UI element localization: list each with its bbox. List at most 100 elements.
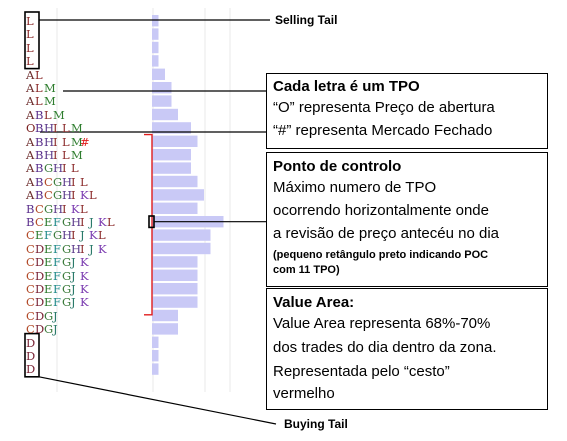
tpo-letter: B — [35, 161, 44, 176]
histogram-bar — [152, 68, 165, 80]
tpo-letter: B — [35, 188, 44, 203]
tpo-letter: B — [35, 148, 44, 162]
histogram-bar — [152, 296, 198, 308]
tpo-letter: H — [53, 201, 64, 216]
tpo-letter: A — [26, 107, 35, 122]
tpo-letter: M — [53, 107, 65, 122]
tpo-row: L — [26, 27, 35, 41]
tpo-letter: L — [62, 134, 70, 149]
tpo-letter: # — [80, 134, 90, 149]
tpo-letter: D — [35, 268, 45, 283]
tpo-letter: G — [53, 228, 63, 243]
histogram-bar — [152, 28, 159, 40]
tpo-letter: L — [35, 94, 43, 109]
tpo-letter: L — [62, 121, 70, 136]
tpo-letter: G — [62, 215, 72, 229]
histogram-bar — [152, 175, 198, 188]
tpo-letter: K — [98, 241, 107, 256]
tpo-row: CDEFGJ K — [26, 282, 89, 296]
tpo-letter: D — [35, 241, 45, 256]
tpo-letter: L — [44, 107, 52, 122]
histogram-bar — [152, 229, 211, 241]
tpo-letter: A — [26, 94, 35, 109]
tpo-letter: A — [26, 188, 35, 203]
tpo-letter: L — [26, 27, 34, 42]
tpo-letter: J — [53, 308, 58, 323]
tpo-letter: H — [53, 161, 64, 176]
tpo-letter: E — [44, 215, 53, 229]
histogram-bar — [152, 55, 159, 67]
tpo-letter: L — [26, 54, 34, 69]
tpo-letter: C — [26, 268, 35, 283]
tpo-row: OBHI LM — [26, 121, 83, 136]
tpo-letter: B — [35, 174, 44, 189]
tpo-letter: A — [26, 148, 35, 162]
tpo-row: CDGJ — [26, 309, 62, 323]
tpo-letter: J — [71, 295, 76, 310]
histogram-bar — [152, 108, 178, 121]
tpo-letter: L — [26, 40, 34, 55]
tpo-letter: D — [26, 362, 36, 377]
tpo-letter: K — [80, 282, 89, 296]
tpo-row: CDGJ — [26, 322, 62, 336]
tpo-letter: F — [53, 295, 61, 310]
tpo-letter: J — [89, 241, 94, 256]
tpo-letter: I — [71, 174, 76, 189]
poc-explanation-box: Ponto de controlo Máximo numero de TPO o… — [266, 152, 548, 287]
tpo-letter: C — [35, 201, 44, 216]
tpo-letter: K — [71, 201, 80, 216]
tpo-letter: M — [44, 94, 56, 109]
tpo-letter: K — [98, 215, 107, 229]
tpo-letter: D — [35, 308, 45, 323]
tpo-row: AL — [26, 68, 44, 82]
tpo-letter: H — [62, 228, 73, 243]
tpo-letter: H — [44, 121, 55, 136]
tpo-letter: F — [44, 228, 52, 243]
tpo-letter: K — [80, 268, 89, 283]
tpo-letter: M — [71, 148, 83, 162]
selling-tail-box — [24, 11, 40, 70]
tpo-letter: B — [35, 121, 44, 136]
tpo-letter: L — [35, 67, 43, 82]
tpo-letter: C — [26, 308, 35, 323]
tpo-letter: I — [53, 148, 58, 162]
tpo-letter: C — [26, 228, 35, 243]
tpo-row: ABHI LM# — [26, 134, 90, 149]
histogram-bar — [152, 149, 191, 161]
tpo-row: L — [26, 41, 35, 55]
tpo-letter: C — [35, 215, 44, 229]
tpo-letter: C — [26, 241, 35, 256]
tpo-letter: D — [35, 282, 45, 296]
tpo-letter: L — [107, 215, 115, 229]
tpo-letter: F — [53, 282, 61, 296]
buying-tail-box — [24, 332, 40, 378]
tpo-row: L — [26, 54, 35, 68]
tpo-letter: C — [44, 188, 53, 203]
tpo-row: CDEFGJ K — [26, 269, 89, 283]
histogram-bar — [152, 363, 159, 375]
histogram-bar — [152, 323, 178, 335]
tpo-letter: H — [71, 215, 82, 229]
tpo-letter: A — [26, 174, 35, 189]
tpo-letter: C — [26, 255, 35, 270]
tpo-letter: E — [44, 282, 53, 296]
tpo-letter: L — [98, 228, 106, 243]
tpo-row: ABGHI L — [26, 161, 80, 175]
tpo-row: CDEFGJ K — [26, 295, 89, 309]
tpo-box-line-1: “O” representa Preço de abertura — [273, 99, 495, 116]
tpo-letter: H — [71, 241, 82, 256]
tpo-letter: C — [26, 295, 35, 310]
histogram-bar — [152, 41, 159, 54]
tpo-letter: G — [44, 161, 54, 176]
tpo-letter: M — [71, 121, 83, 136]
tpo-row: L — [26, 14, 35, 28]
value-area-bracket — [144, 133, 153, 316]
histogram-bar — [152, 15, 159, 27]
histogram-bar — [152, 256, 198, 268]
tpo-row: ABLM — [26, 107, 65, 122]
tpo-letter: M — [44, 81, 56, 95]
tpo-letter: K — [80, 255, 89, 270]
tpo-letter: I — [53, 134, 58, 149]
value-area-box-line-3: Representada pelo “cesto” — [273, 363, 450, 380]
